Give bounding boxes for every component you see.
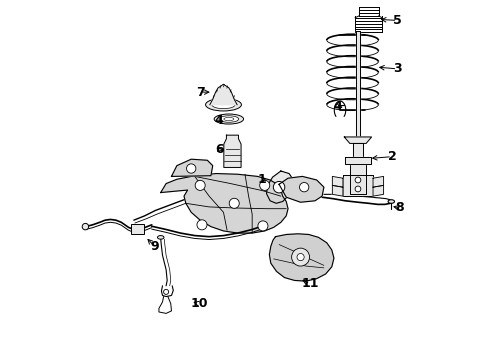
Polygon shape bbox=[356, 31, 360, 137]
Text: 9: 9 bbox=[150, 240, 159, 253]
Text: 3: 3 bbox=[393, 62, 402, 75]
Polygon shape bbox=[343, 175, 373, 196]
Circle shape bbox=[292, 248, 310, 266]
Circle shape bbox=[297, 253, 304, 261]
Ellipse shape bbox=[388, 200, 394, 203]
Polygon shape bbox=[224, 135, 241, 167]
Circle shape bbox=[82, 224, 89, 230]
Text: 4: 4 bbox=[333, 100, 342, 113]
Polygon shape bbox=[161, 174, 288, 233]
Circle shape bbox=[164, 289, 169, 294]
Polygon shape bbox=[172, 159, 213, 176]
Circle shape bbox=[229, 198, 239, 208]
Circle shape bbox=[260, 180, 270, 190]
Polygon shape bbox=[345, 157, 370, 164]
Ellipse shape bbox=[214, 114, 244, 124]
Text: 4: 4 bbox=[215, 114, 223, 127]
Circle shape bbox=[355, 186, 361, 192]
Text: 10: 10 bbox=[190, 297, 208, 310]
Circle shape bbox=[258, 221, 268, 231]
Circle shape bbox=[355, 177, 361, 183]
Polygon shape bbox=[373, 176, 384, 187]
Ellipse shape bbox=[219, 116, 239, 122]
Ellipse shape bbox=[205, 98, 242, 111]
Polygon shape bbox=[332, 176, 343, 187]
Circle shape bbox=[299, 183, 309, 192]
Polygon shape bbox=[373, 185, 384, 196]
Text: 11: 11 bbox=[301, 278, 319, 291]
Text: 1: 1 bbox=[258, 173, 267, 186]
Polygon shape bbox=[279, 176, 324, 202]
Circle shape bbox=[197, 220, 207, 230]
Polygon shape bbox=[332, 185, 343, 196]
Polygon shape bbox=[353, 143, 363, 160]
Text: 6: 6 bbox=[215, 143, 223, 156]
Ellipse shape bbox=[224, 117, 234, 121]
Circle shape bbox=[187, 164, 196, 173]
Text: 5: 5 bbox=[393, 14, 402, 27]
Polygon shape bbox=[270, 234, 334, 281]
Polygon shape bbox=[344, 137, 371, 143]
Polygon shape bbox=[350, 160, 366, 194]
Bar bbox=[131, 224, 144, 234]
Text: 8: 8 bbox=[395, 202, 404, 215]
Polygon shape bbox=[267, 171, 294, 203]
Circle shape bbox=[273, 181, 285, 193]
Ellipse shape bbox=[212, 101, 235, 109]
Circle shape bbox=[195, 180, 205, 190]
Text: 7: 7 bbox=[196, 86, 204, 99]
Ellipse shape bbox=[157, 235, 164, 239]
Text: 2: 2 bbox=[388, 150, 396, 163]
Polygon shape bbox=[210, 84, 237, 105]
